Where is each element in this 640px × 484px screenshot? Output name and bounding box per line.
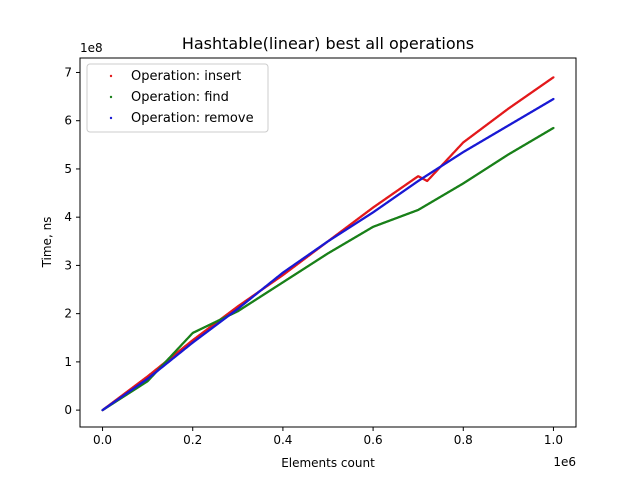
data-point: [552, 97, 555, 101]
legend-marker-find: [109, 95, 113, 99]
y-tick-label: 1: [64, 355, 72, 369]
y-axis-label: Time, ns: [40, 217, 54, 269]
y-tick-label: 5: [64, 162, 72, 176]
series-operation-find: [101, 126, 555, 412]
x-tick-label: 0.8: [454, 433, 473, 447]
legend-box: [86, 63, 269, 133]
y-tick-label: 4: [64, 210, 72, 224]
x-multiplier-label: 1e6: [553, 455, 576, 469]
marks-layer: [101, 76, 555, 412]
y-tick-label: 7: [64, 65, 72, 79]
x-axis-label: Elements count: [281, 456, 375, 470]
y-tick-label: 6: [64, 114, 72, 128]
y-tick-label: 2: [64, 307, 72, 321]
legend-label-find: Operation: find: [131, 90, 229, 105]
data-point: [552, 76, 555, 79]
legend-label-insert: Operation: insert: [131, 69, 241, 84]
x-axis: 0.0 0.2 0.4 0.6 0.8 1.0: [93, 427, 563, 447]
x-tick-label: 0.0: [93, 433, 112, 447]
y-axis: 0 1 2 3 4 5 6 7: [64, 65, 80, 417]
legend-marker-remove: [109, 116, 113, 120]
x-tick-label: 0.2: [183, 433, 202, 447]
x-tick-label: 1.0: [544, 433, 563, 447]
x-tick-label: 0.6: [364, 433, 383, 447]
legend: Operation: insert Operation: find Operat…: [86, 63, 269, 133]
data-point: [552, 126, 555, 130]
x-tick-label: 0.4: [273, 433, 292, 447]
plot-frame: [79, 57, 577, 428]
y-tick-label: 0: [64, 403, 72, 417]
legend-marker-insert: [109, 74, 113, 78]
y-multiplier-label: 1e8: [80, 41, 103, 55]
y-tick-label: 3: [64, 258, 72, 272]
series-operation-remove: [101, 97, 555, 412]
legend-label-remove: Operation: remove: [131, 111, 254, 126]
chart-title: Hashtable(linear) best all operations: [182, 34, 474, 53]
